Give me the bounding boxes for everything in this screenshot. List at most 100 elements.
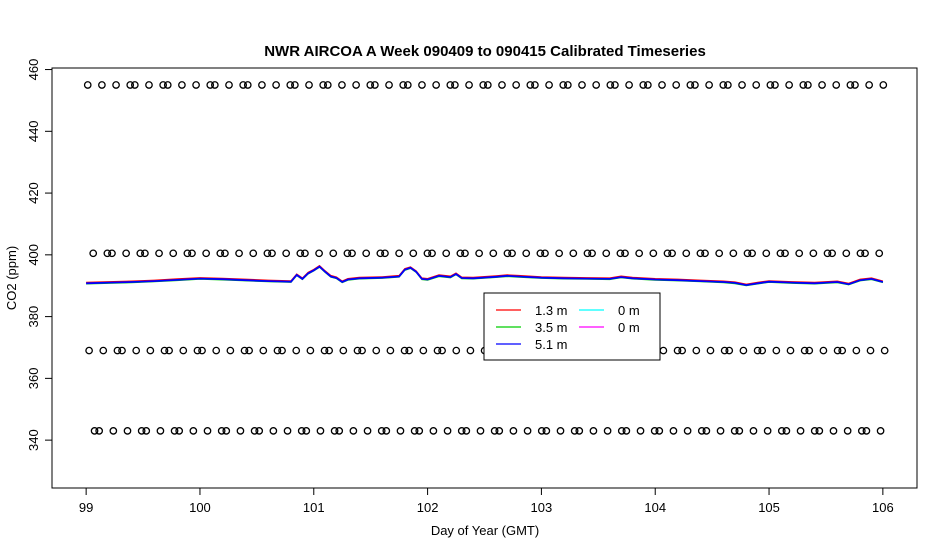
calibration-point <box>875 249 884 258</box>
calibration-point <box>423 249 432 258</box>
calibration-point <box>160 346 169 355</box>
calibration-point <box>702 427 711 435</box>
calibration-point <box>399 81 408 89</box>
calibration-point <box>851 81 859 89</box>
calibration-point <box>815 427 824 435</box>
calibration-point <box>306 346 315 355</box>
calibration-point <box>876 427 885 435</box>
calibration-point <box>832 81 841 89</box>
calibration-point <box>159 81 168 89</box>
calibration-point <box>606 81 615 89</box>
calibration-point <box>429 427 438 435</box>
calibration-point <box>692 346 701 355</box>
calibration-point <box>570 427 579 435</box>
calibration-point <box>226 346 235 355</box>
calibration-point <box>795 249 804 258</box>
calibration-point <box>503 249 512 258</box>
series-line-3 <box>86 265 884 287</box>
calibration-point <box>542 427 551 435</box>
calibration-point <box>95 427 104 435</box>
calibration-point <box>810 427 819 435</box>
y-tick-label: 340 <box>26 429 41 451</box>
calibration-point <box>796 427 805 435</box>
calibration-point <box>611 81 619 89</box>
calibration-point <box>658 81 666 89</box>
calibration-point <box>212 346 221 355</box>
calibration-point <box>673 346 682 355</box>
calibration-point <box>686 81 695 89</box>
calibration-point <box>203 427 212 435</box>
calibration-point <box>466 346 475 355</box>
calibration-point <box>621 249 629 258</box>
calibration-point <box>268 249 276 258</box>
calibration-point <box>743 249 752 258</box>
calibration-point <box>178 81 186 89</box>
calibration-point <box>526 81 535 89</box>
calibration-point <box>879 81 888 89</box>
calibration-point <box>456 249 465 258</box>
calibration-point <box>206 81 215 89</box>
calibration-point <box>90 427 99 435</box>
legend-label: 5.1 m <box>535 337 568 352</box>
calibration-point <box>762 249 771 258</box>
calibration-point <box>531 81 539 89</box>
calibration-point <box>691 81 699 89</box>
calibration-point <box>292 346 301 355</box>
calibration-point <box>282 249 291 258</box>
calibration-point <box>857 427 866 435</box>
calibration-point <box>305 81 313 89</box>
calibration-point <box>325 346 334 355</box>
calibration-point <box>508 249 516 258</box>
x-tick-label: 100 <box>189 500 211 515</box>
calibration-point <box>156 427 165 435</box>
calibration-point <box>358 346 366 355</box>
calibration-point <box>137 427 146 435</box>
calibration-point <box>669 427 678 435</box>
calibration-point <box>724 81 732 89</box>
calibration-point <box>221 249 229 258</box>
calibration-point <box>771 81 779 89</box>
calibration-point <box>123 427 132 435</box>
calibration-point <box>395 249 403 258</box>
calibration-point <box>509 427 518 435</box>
calibration-point <box>89 249 98 258</box>
calibration-point <box>738 81 746 89</box>
calibration-point <box>866 346 875 355</box>
chart-title: NWR AIRCOA A Week 090409 to 090415 Calib… <box>264 43 706 60</box>
calibration-point <box>805 346 814 355</box>
calibration-point <box>376 249 385 258</box>
calibration-point <box>719 81 728 89</box>
calibration-point <box>682 249 691 258</box>
calibration-point <box>782 427 791 435</box>
x-tick-label: 99 <box>79 500 93 515</box>
calibration-point <box>283 427 292 435</box>
calibration-point <box>777 427 786 435</box>
calibration-point <box>296 249 305 258</box>
x-tick-label: 103 <box>531 500 553 515</box>
calibration-point <box>103 249 112 258</box>
calibration-point <box>377 427 386 435</box>
calibration-point <box>202 249 210 258</box>
legend-label: 0 m <box>618 320 640 335</box>
calibration-point <box>495 427 504 435</box>
calibration-point <box>856 249 865 258</box>
calibration-point <box>98 81 106 89</box>
x-tick-label: 105 <box>758 500 780 515</box>
calibration-point <box>330 427 339 435</box>
calibration-point <box>291 81 299 89</box>
calibration-point <box>465 81 473 89</box>
calibration-point <box>193 346 202 355</box>
calibration-point <box>239 81 248 89</box>
calibration-point <box>650 427 659 435</box>
x-tick-label: 101 <box>303 500 325 515</box>
calibration-point <box>243 81 252 89</box>
calibration-point <box>672 81 681 89</box>
calibration-point <box>588 249 596 258</box>
calibration-point <box>323 81 332 89</box>
calibration-point <box>592 81 601 89</box>
calibration-point <box>400 346 409 355</box>
y-tick-label: 420 <box>26 182 41 204</box>
calibration-point <box>145 81 153 89</box>
calibration-point <box>616 249 625 258</box>
calibration-point <box>753 346 762 355</box>
